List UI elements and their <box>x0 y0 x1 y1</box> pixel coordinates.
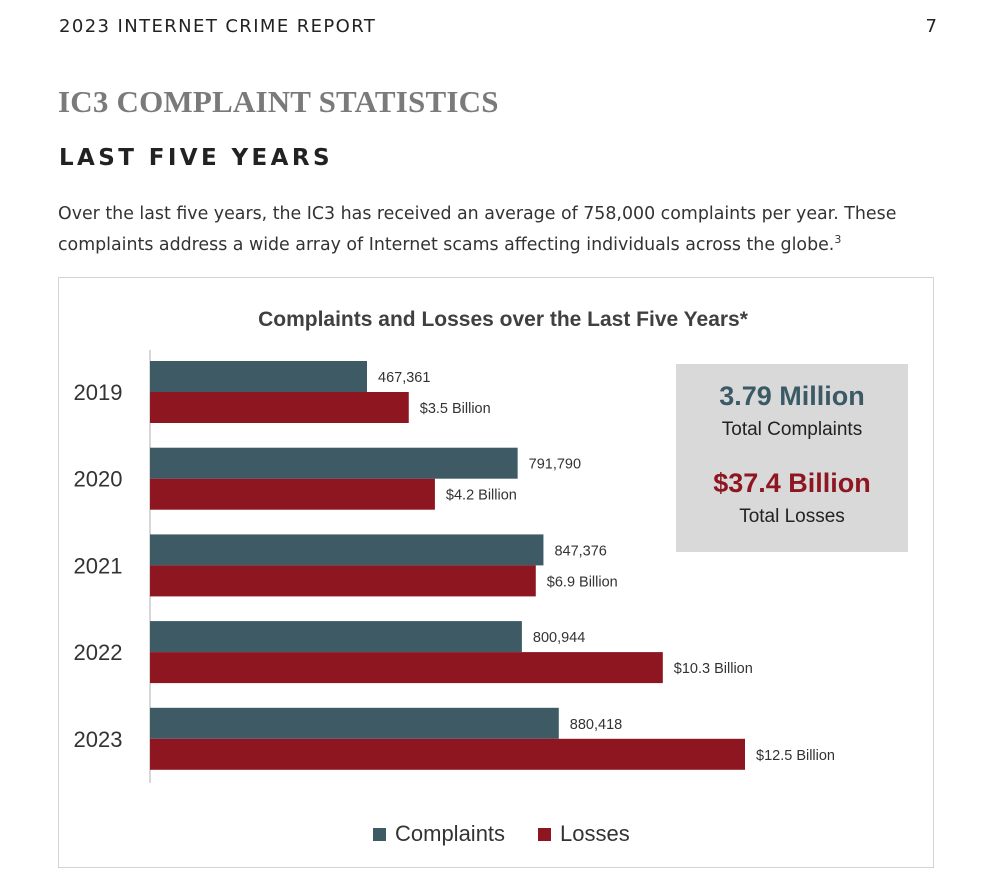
bar-complaints-2021 <box>150 534 544 566</box>
bar-losses-2020 <box>150 478 435 510</box>
bar-complaints-2019 <box>150 361 367 392</box>
legend-label-complaints: Complaints <box>395 821 505 846</box>
summary-box: 3.79 Million Total Complaints $37.4 Bill… <box>676 364 908 552</box>
bar-complaints-2023 <box>150 707 559 739</box>
data-label-losses-2021: $6.9 Billion <box>547 574 618 590</box>
bar-complaints-2022 <box>150 621 522 653</box>
data-label-losses-2023: $12.5 Billion <box>756 748 835 764</box>
data-label-complaints-2021: 847,376 <box>554 543 606 559</box>
category-label-2023: 2023 <box>74 727 123 752</box>
footnote-marker: 3 <box>834 233 842 246</box>
intro-text: Over the last five years, the IC3 has re… <box>58 204 897 255</box>
bar-losses-2022 <box>150 652 663 684</box>
data-label-losses-2020: $4.2 Billion <box>446 488 517 504</box>
chart-frame <box>58 277 934 868</box>
data-label-complaints-2022: 800,944 <box>533 630 585 646</box>
bar-losses-2023 <box>150 738 745 770</box>
category-label-2019: 2019 <box>74 380 123 405</box>
bar-complaints-2020 <box>150 447 518 479</box>
data-label-complaints-2019: 467,361 <box>378 370 430 386</box>
page-number: 7 <box>925 16 937 37</box>
bar-losses-2021 <box>150 565 536 597</box>
category-label-2020: 2020 <box>74 467 123 492</box>
data-label-losses-2019: $3.5 Billion <box>420 401 491 417</box>
category-label-2021: 2021 <box>74 553 123 578</box>
report-header-title: 2023 INTERNET CRIME REPORT <box>59 16 377 37</box>
legend-swatch-complaints <box>373 828 386 841</box>
intro-paragraph: Over the last five years, the IC3 has re… <box>58 202 948 258</box>
section-subtitle: LAST FIVE YEARS <box>59 145 333 171</box>
legend-swatch-losses <box>538 828 551 841</box>
data-label-losses-2022: $10.3 Billion <box>674 661 753 677</box>
data-label-complaints-2023: 880,418 <box>570 717 622 733</box>
chart-title: Complaints and Losses over the Last Five… <box>258 308 749 331</box>
bar-losses-2019 <box>150 392 409 423</box>
total-losses-label: Total Losses <box>739 506 845 527</box>
total-complaints-value: 3.79 Million <box>719 381 865 411</box>
legend-label-losses: Losses <box>560 821 630 846</box>
category-label-2022: 2022 <box>74 640 123 665</box>
section-title: IC3 COMPLAINT STATISTICS <box>58 84 499 119</box>
total-losses-value: $37.4 Billion <box>713 468 871 498</box>
data-label-complaints-2020: 791,790 <box>529 457 581 473</box>
total-complaints-label: Total Complaints <box>721 419 863 440</box>
